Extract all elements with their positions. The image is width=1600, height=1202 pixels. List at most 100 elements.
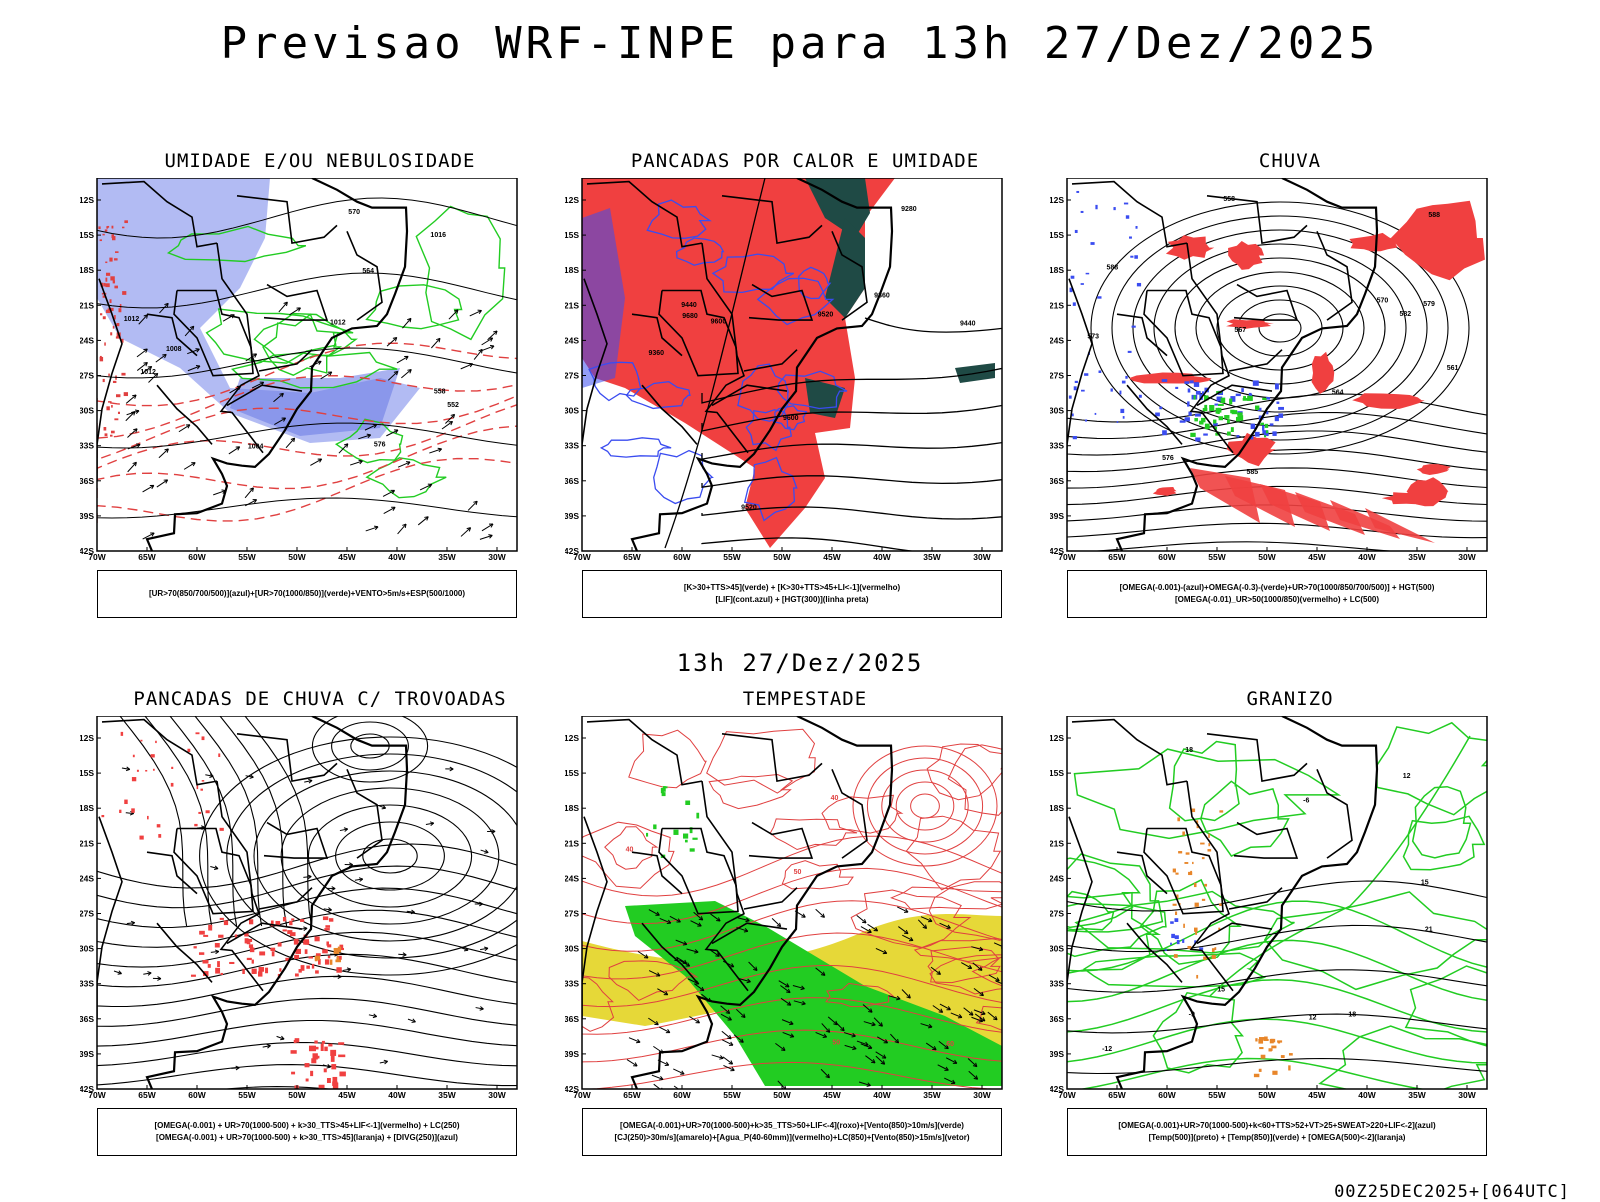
field-speck	[1265, 424, 1268, 428]
lat-tick-label: 21S	[565, 300, 579, 310]
field-speck	[116, 323, 119, 326]
field-speck	[1212, 955, 1216, 959]
field-speck	[259, 951, 265, 955]
legend-line: [CJ(250)>30m/s](amarelo)+[Agua_P(40-60mm…	[614, 1132, 969, 1144]
page-title: Previsao WRF-INPE para 13h 27/Dez/2025	[0, 18, 1600, 69]
field-speck	[1278, 413, 1283, 417]
contour-label: 570	[1377, 298, 1389, 305]
field-speck	[1071, 276, 1075, 279]
field-speck	[1171, 934, 1175, 938]
field-speck	[278, 942, 282, 946]
field-speck	[110, 435, 113, 437]
field-speck	[1207, 849, 1211, 851]
field-speck	[1075, 230, 1078, 233]
contour-label: 60	[946, 1041, 954, 1048]
contour-label: 570	[348, 209, 360, 216]
field-speck	[336, 967, 341, 973]
field-speck	[109, 299, 111, 303]
field-speck	[194, 946, 197, 948]
contour-label: -6	[1303, 798, 1309, 805]
field-speck	[1209, 405, 1214, 411]
field-speck	[1124, 203, 1128, 205]
field-speck	[1134, 255, 1138, 259]
lat-tick-label: 24S	[565, 873, 579, 883]
field-speck	[106, 406, 109, 410]
field-speck	[1251, 424, 1255, 429]
lon-tick-label: 35W	[438, 552, 456, 562]
field-speck	[137, 770, 139, 772]
field-speck	[1268, 1049, 1271, 1051]
lon-tick-label: 45W	[823, 1090, 841, 1100]
field-speck	[194, 824, 197, 826]
field-speck	[114, 258, 118, 260]
contour-label: 12	[1403, 773, 1411, 780]
field-speck	[1212, 948, 1215, 952]
field-speck	[131, 808, 135, 812]
field-speck	[218, 935, 223, 938]
lon-tick-label: 35W	[438, 1090, 456, 1100]
lat-tick-label: 33S	[1050, 979, 1064, 989]
field-speck	[1174, 918, 1178, 922]
contour-label: 1008	[166, 346, 182, 353]
lon-tick-label: 35W	[923, 552, 941, 562]
field-speck	[683, 834, 688, 839]
lon-tick-label: 55W	[723, 1090, 741, 1100]
field-speck	[200, 789, 203, 791]
field-speck	[252, 969, 256, 974]
field-speck	[1262, 398, 1266, 400]
contour-label: 12	[1309, 1014, 1317, 1021]
field-speck	[1128, 351, 1132, 353]
lat-tick-label: 33S	[565, 979, 579, 989]
lat-tick-label: 18S	[565, 803, 579, 813]
lat-tick-label: 27S	[1050, 909, 1064, 919]
field-speck	[1271, 1046, 1276, 1049]
field-speck	[171, 783, 174, 787]
lat-tick-label: 12S	[80, 195, 94, 205]
field-speck	[1120, 391, 1122, 395]
field-speck	[249, 944, 253, 948]
field-speck	[1275, 416, 1279, 421]
field-speck	[279, 968, 281, 971]
contour-label: 576	[1162, 455, 1174, 462]
field-speck	[283, 929, 287, 931]
field-speck	[1184, 381, 1189, 384]
lon-tick-label: 30W	[973, 552, 991, 562]
lon-tick-label: 40W	[1358, 1090, 1376, 1100]
lon-tick-label: 60W	[188, 1090, 206, 1100]
field-speck	[111, 405, 113, 408]
field-speck	[1129, 236, 1132, 238]
field-speck	[113, 280, 115, 283]
field-speck	[1177, 940, 1180, 944]
field-speck	[322, 949, 328, 953]
field-speck	[1205, 424, 1210, 430]
panel-title: PANCADAS DE CHUVA C/ TROVOADAS	[80, 688, 560, 710]
contour-label: 579	[1423, 301, 1435, 308]
lon-tick-label: 30W	[1458, 552, 1476, 562]
lon-tick-label: 60W	[673, 1090, 691, 1100]
field-speck	[1175, 911, 1177, 915]
contour-label: 50	[794, 869, 802, 876]
field-speck	[217, 961, 220, 967]
panel-title: PANCADAS POR CALOR E UMIDADE	[565, 150, 1045, 172]
field-speck	[314, 1040, 317, 1043]
lat-tick-label: 12S	[565, 195, 579, 205]
field-speck	[1278, 407, 1284, 410]
lat-tick-label: 15S	[565, 230, 579, 240]
field-speck	[294, 955, 299, 959]
lat-tick-label: 24S	[1050, 873, 1064, 883]
field-speck	[245, 938, 249, 943]
field-speck	[1076, 191, 1079, 193]
field-speck	[108, 374, 110, 377]
field-speck	[1229, 399, 1232, 405]
field-speck	[215, 968, 220, 974]
field-speck	[1255, 432, 1260, 437]
field-speck	[1227, 419, 1230, 423]
field-speck	[1137, 283, 1141, 286]
lat-tick-label: 12S	[565, 733, 579, 743]
field-speck	[1219, 810, 1223, 812]
field-speck	[1194, 395, 1196, 399]
field-speck	[203, 935, 208, 937]
contour-label: 567	[1234, 327, 1246, 334]
